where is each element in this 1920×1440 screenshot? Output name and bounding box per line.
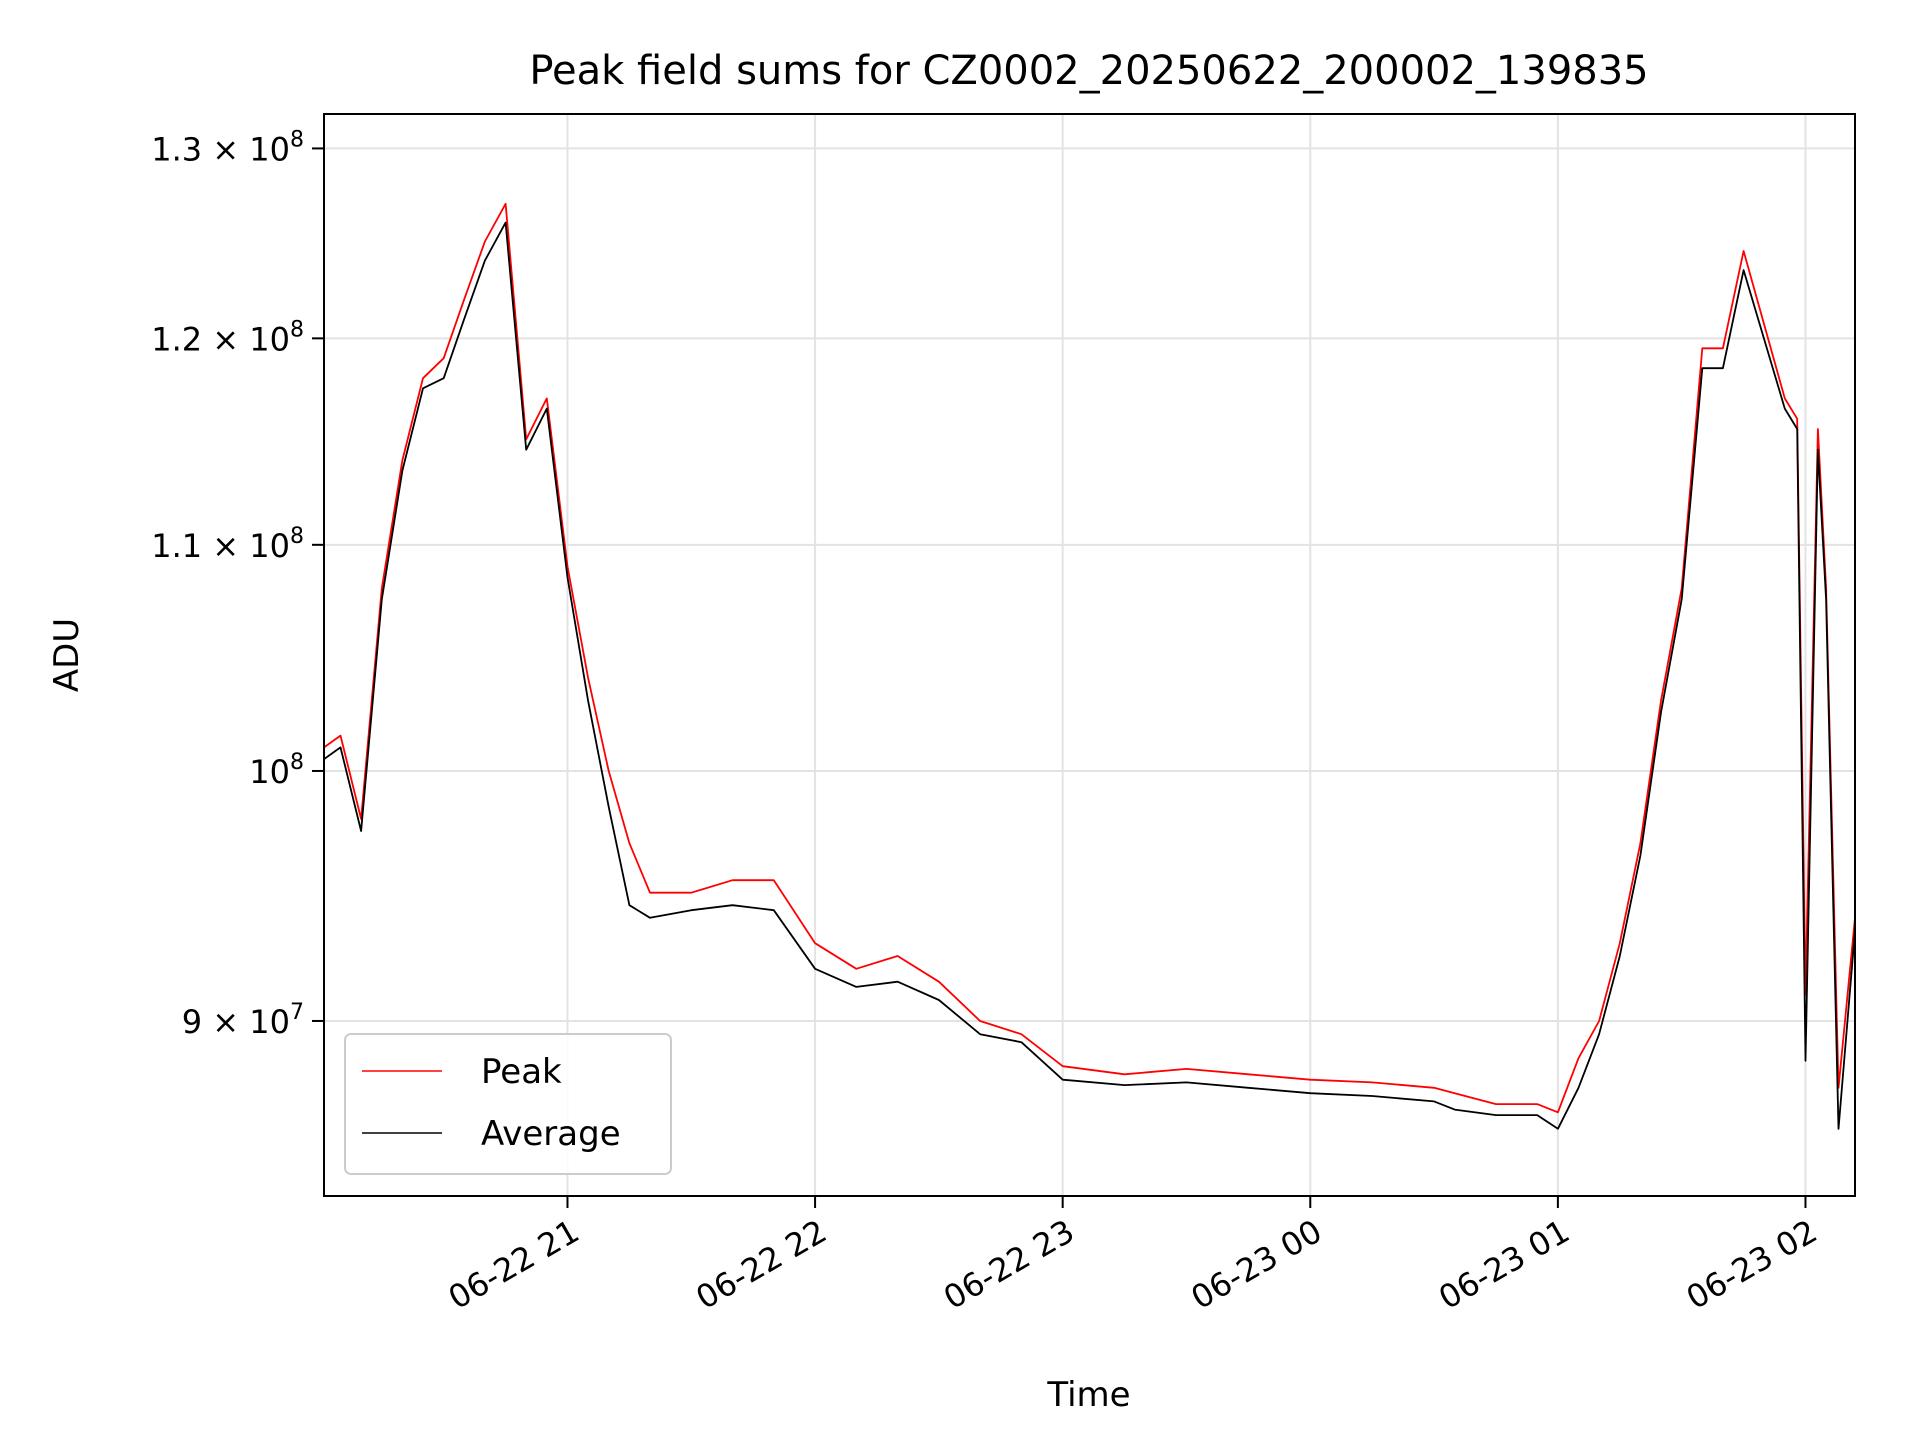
legend-box [344, 1033, 672, 1175]
legend: Peak Average [344, 1033, 672, 1175]
y-tick-label: 1.2 × 108 [151, 317, 304, 358]
legend-label-peak: Peak [481, 1052, 562, 1092]
series-line-peak [323, 202, 1856, 1114]
grid [324, 114, 1855, 1196]
x-axis-label: Time [1046, 1375, 1130, 1415]
series-layer [323, 202, 1856, 1130]
y-axis: 1.3 × 108 1.2 × 108 1.1 × 108 108 9 × 107 [151, 127, 324, 1041]
chart-title: Peak field sums for CZ0002_20250622_2000… [529, 48, 1648, 94]
y-tick-label: 108 [249, 750, 304, 791]
legend-label-average: Average [481, 1114, 621, 1154]
y-tick-label: 1.3 × 108 [151, 127, 304, 168]
series-line-average [323, 221, 1856, 1130]
y-tick-label: 1.1 × 108 [151, 524, 304, 565]
y-tick-label: 9 × 107 [182, 1000, 304, 1041]
plot-frame [323, 113, 1856, 1197]
y-axis-label: ADU [47, 618, 87, 692]
